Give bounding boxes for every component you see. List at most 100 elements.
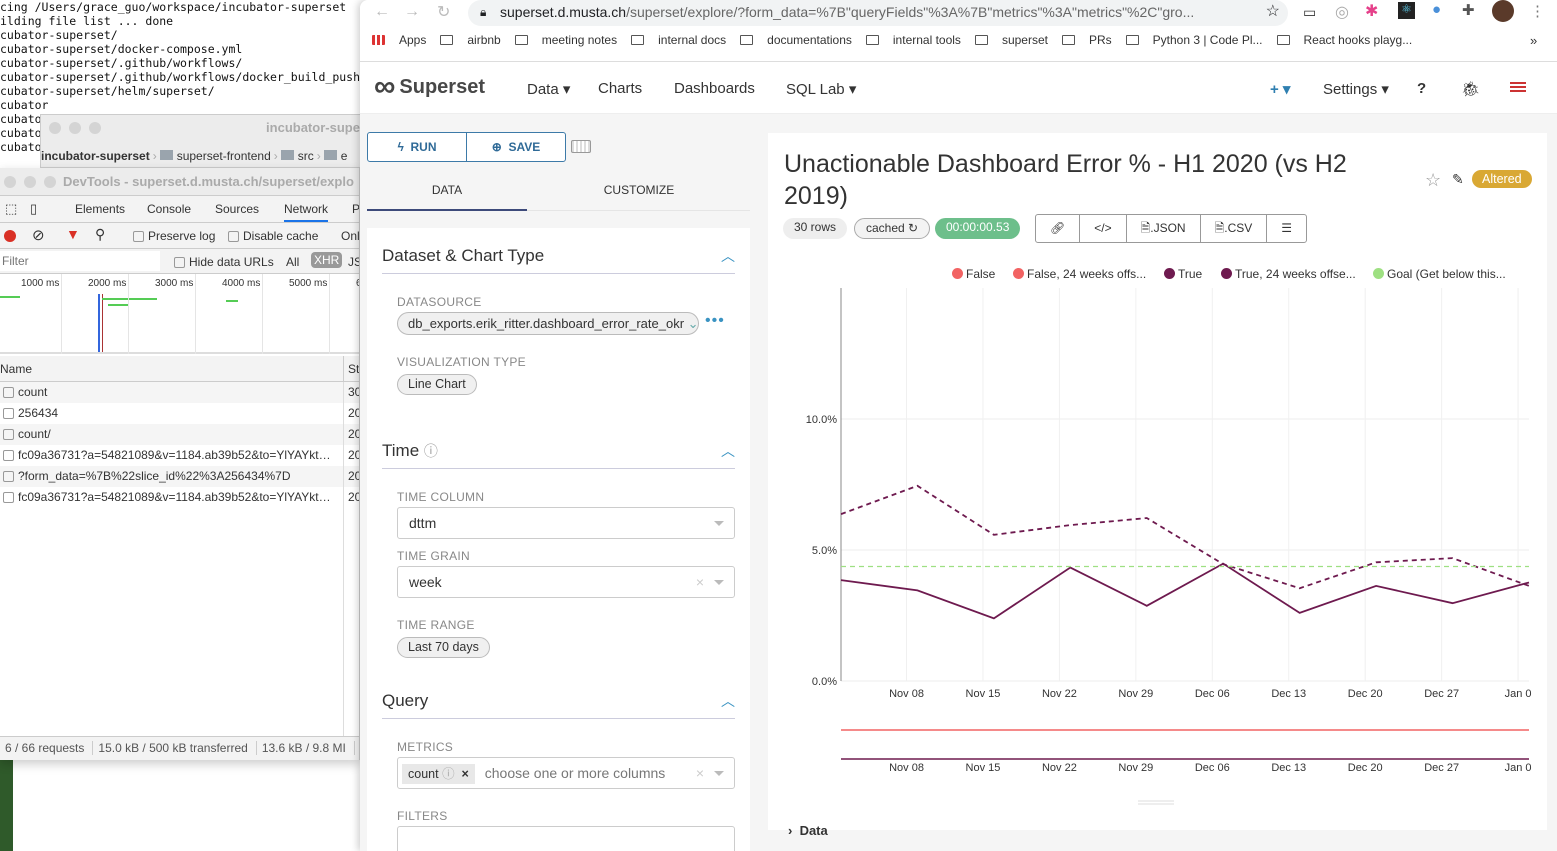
bookmark[interactable]: internal docs bbox=[631, 33, 726, 47]
help-button[interactable]: ? bbox=[1417, 80, 1427, 97]
remove-icon[interactable]: × bbox=[461, 767, 469, 781]
link-icon[interactable]: 🔗︎ bbox=[1036, 215, 1081, 242]
forward-icon[interactable]: → bbox=[404, 3, 420, 20]
preserve-log-checkbox[interactable]: Preserve log bbox=[130, 229, 215, 243]
series-line-true-24-weeks-offset[interactable] bbox=[840, 484, 1530, 590]
time-range-button[interactable]: Last 70 days bbox=[397, 637, 490, 658]
devtools-tab[interactable]: Network bbox=[284, 202, 329, 222]
devtools-tab[interactable]: Elements bbox=[75, 202, 126, 216]
legend-item[interactable]: True bbox=[1164, 267, 1202, 281]
clear-icon[interactable]: ⊘ bbox=[32, 227, 45, 244]
bookmark[interactable]: Apps bbox=[372, 33, 426, 47]
save-button[interactable]: ⊕ SAVE bbox=[466, 132, 566, 162]
metric-tag[interactable]: count ⓘ × bbox=[402, 764, 475, 784]
tab-customize[interactable]: CUSTOMIZE bbox=[603, 183, 675, 197]
extension-icon[interactable]: ✱ bbox=[1365, 3, 1379, 20]
language-flag-icon[interactable] bbox=[1510, 82, 1526, 93]
breadcrumb-item[interactable]: incubator-superset bbox=[41, 149, 150, 163]
window-controls[interactable] bbox=[49, 122, 109, 137]
legend-item[interactable]: False bbox=[952, 267, 995, 281]
export-csv-button[interactable]: 🗎︎.CSV bbox=[1201, 215, 1268, 242]
run-button[interactable]: ϟ RUN bbox=[367, 132, 467, 162]
breadcrumb-item[interactable]: src bbox=[297, 149, 314, 163]
cast-icon[interactable]: ▭ bbox=[1303, 4, 1317, 20]
altered-badge[interactable]: Altered bbox=[1472, 170, 1532, 188]
menu-icon[interactable]: ⋮ bbox=[1530, 3, 1545, 20]
devtools-tab[interactable]: Sources bbox=[215, 202, 260, 216]
column-name[interactable]: Name bbox=[0, 362, 33, 376]
keyboard-icon[interactable] bbox=[571, 140, 591, 153]
avatar[interactable] bbox=[1492, 0, 1514, 22]
tab-data[interactable]: DATA bbox=[431, 183, 463, 197]
search-icon[interactable]: ⚲ bbox=[95, 226, 106, 242]
chevron-up-icon[interactable]: ︿ bbox=[721, 443, 735, 459]
data-section-toggle[interactable]: › Data bbox=[788, 823, 828, 838]
more-bookmarks[interactable]: » bbox=[1530, 33, 1538, 48]
superset-logo[interactable]: ∞ Superset bbox=[374, 72, 485, 102]
reload-icon[interactable]: ↻ bbox=[437, 4, 451, 21]
section-dataset[interactable]: Dataset & Chart Type ︿ bbox=[382, 246, 735, 274]
legend-item[interactable]: Goal (Get below this... bbox=[1373, 267, 1506, 281]
bug-icon[interactable]: 🐞︎ bbox=[1461, 81, 1481, 98]
line-chart[interactable]: 0.0% 5.0% 10.0% Nov 08 Nov 08 Nov 15 Nov 15 Nov… bbox=[768, 273, 1547, 813]
extension-icon[interactable]: ◎ bbox=[1335, 4, 1349, 21]
filter-icon[interactable]: ▼ bbox=[66, 226, 80, 242]
bookmark[interactable]: React hooks playg... bbox=[1276, 33, 1412, 47]
bookmark[interactable]: PRs bbox=[1061, 33, 1112, 47]
star-icon[interactable]: ☆ bbox=[1261, 0, 1280, 24]
type-js[interactable]: JS bbox=[348, 255, 359, 269]
disable-cache-checkbox[interactable]: Disable cache bbox=[225, 229, 318, 243]
device-icon[interactable]: ▯ bbox=[30, 201, 38, 216]
menu-icon[interactable]: ☰ bbox=[1281, 221, 1293, 235]
section-query[interactable]: Query ︿ bbox=[382, 691, 735, 719]
network-timeline[interactable]: 1000 ms 2000 ms 3000 ms 4000 ms 5000 ms 6 bbox=[0, 274, 359, 354]
address-bar[interactable]: 🔒︎ superset.d.musta.ch/superset/explore/… bbox=[468, 0, 1288, 26]
settings-menu[interactable]: Settings ▾ bbox=[1323, 81, 1389, 98]
devtools-tab[interactable]: P bbox=[352, 202, 360, 216]
request-row[interactable]: count 30 bbox=[0, 382, 359, 403]
chevron-up-icon[interactable]: ︿ bbox=[721, 693, 735, 709]
devtools-tab[interactable]: Console bbox=[147, 202, 192, 216]
new-button[interactable]: + ▾ bbox=[1270, 81, 1291, 98]
bookmark[interactable]: internal tools bbox=[865, 33, 961, 47]
back-icon[interactable]: ← bbox=[374, 3, 390, 20]
info-icon[interactable]: ⓘ bbox=[423, 443, 438, 459]
series-line-true[interactable] bbox=[840, 562, 1530, 620]
export-json-button[interactable]: 🗎︎.JSON bbox=[1127, 215, 1201, 242]
viz-type-select[interactable]: Line Chart bbox=[397, 374, 477, 395]
inspect-icon[interactable]: ⬚ bbox=[5, 201, 18, 216]
record-icon[interactable] bbox=[4, 230, 16, 242]
favorite-star-icon[interactable]: ☆ bbox=[1425, 170, 1442, 190]
puzzle-icon[interactable]: ✚ bbox=[1462, 2, 1475, 19]
bookmark[interactable]: Python 3 | Code Pl... bbox=[1125, 33, 1263, 47]
type-xhr[interactable]: XHR bbox=[311, 252, 343, 268]
react-devtools-icon[interactable]: ⚛ bbox=[1398, 2, 1415, 19]
request-row[interactable]: 256434 20 bbox=[0, 403, 359, 424]
clear-icon[interactable]: × bbox=[695, 574, 704, 590]
legend-item[interactable]: False, 24 weeks offs... bbox=[1013, 267, 1146, 281]
breadcrumb-item[interactable]: e bbox=[340, 149, 348, 163]
nav-data[interactable]: Data ▾ bbox=[527, 81, 571, 98]
bookmark[interactable]: airbnb bbox=[440, 33, 501, 47]
edit-icon[interactable]: ✎ bbox=[1452, 171, 1464, 187]
bookmark[interactable]: meeting notes bbox=[514, 33, 617, 47]
time-grain-select[interactable]: week × bbox=[397, 566, 735, 598]
time-column-select[interactable]: dttm bbox=[397, 507, 735, 539]
legend-item[interactable]: True, 24 weeks offse... bbox=[1221, 267, 1356, 281]
section-time[interactable]: Time ⓘ ︿ bbox=[382, 441, 735, 469]
nav-dashboards[interactable]: Dashboards bbox=[674, 80, 755, 97]
request-row[interactable]: fc09a36731?a=54821089&v=1184.ab39b52&to=… bbox=[0, 487, 359, 508]
hide-data-urls-checkbox[interactable]: Hide data URLs bbox=[171, 255, 274, 269]
more-options-icon[interactable]: ••• bbox=[705, 312, 725, 329]
datasource-select[interactable]: db_exports.erik_ritter.dashboard_error_r… bbox=[397, 312, 699, 335]
column-status[interactable]: St bbox=[343, 356, 359, 382]
bookmark[interactable]: documentations bbox=[740, 33, 852, 47]
chevron-up-icon[interactable]: ︿ bbox=[721, 248, 735, 264]
cached-badge[interactable]: cached ↻ bbox=[854, 218, 931, 239]
bookmark[interactable]: superset bbox=[974, 33, 1048, 47]
extension-icon[interactable]: ● bbox=[1432, 1, 1442, 18]
breadcrumb-item[interactable]: superset-frontend bbox=[176, 149, 271, 163]
nav-charts[interactable]: Charts bbox=[598, 80, 643, 97]
request-row[interactable]: count/20 bbox=[0, 424, 359, 445]
clear-icon[interactable]: × bbox=[695, 765, 704, 781]
